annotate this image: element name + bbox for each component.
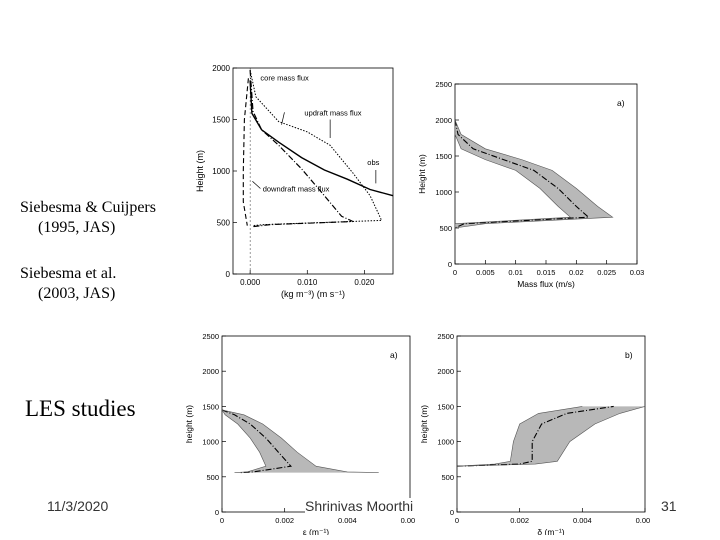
les-mass-flux-chart: 0 500 1000 1500 2000 2500 0 0.005 0.01 0.015 0.02 0… bbox=[417, 80, 645, 289]
upper-bound-line bbox=[221, 409, 379, 473]
y-tick-label: 500 bbox=[217, 219, 231, 228]
annotation-arrow bbox=[281, 112, 285, 125]
panel-label: b) bbox=[625, 350, 633, 360]
lower-bound-line bbox=[456, 406, 583, 467]
y-tick-label: 2000 bbox=[435, 116, 452, 125]
y-tick-label: 1000 bbox=[202, 438, 219, 447]
x-tick-label: 0 bbox=[453, 268, 457, 277]
y-axis-label: Height (m) bbox=[195, 150, 205, 192]
spread-band bbox=[455, 120, 613, 228]
mean-profile-line bbox=[221, 409, 292, 474]
x-tick-label: 0.010 bbox=[297, 278, 318, 287]
mass-flux-comparison-chart: 0 500 1000 1500 2000 0.000 0.010 0.020 (kg m⁻³) … bbox=[195, 64, 394, 299]
series-line-downdraft-mass-flux bbox=[242, 78, 249, 226]
x-tick-label: 0.02 bbox=[569, 268, 584, 277]
x-axis-label: (kg m⁻³) (m s⁻¹) bbox=[281, 289, 345, 299]
upper-bound-line bbox=[456, 406, 646, 467]
figure-top-left: 0 500 1000 1500 2000 0.000 0.010 0.020 (kg m⁻³) … bbox=[185, 60, 415, 315]
x-axis-label: Mass flux (m/s) bbox=[517, 279, 575, 289]
footer-author: Shrinivas Moorthi bbox=[305, 498, 414, 514]
footer-page-number: 31 bbox=[661, 498, 677, 514]
reference-siebesma-cuijpers: Siebesma & Cuijpers (1995, JAS) bbox=[20, 198, 156, 238]
y-tick-label: 1500 bbox=[212, 116, 230, 125]
y-tick-label: 1500 bbox=[435, 152, 452, 161]
annotation-arrow bbox=[252, 181, 261, 189]
y-tick-label: 1000 bbox=[435, 188, 452, 197]
series-line-updraft-mass-flux bbox=[249, 69, 383, 227]
y-tick-label: 500 bbox=[441, 473, 454, 482]
y-tick-label: 2000 bbox=[212, 64, 230, 73]
spread-band bbox=[222, 409, 379, 473]
mean-profile-line bbox=[454, 119, 590, 229]
les-studies-label: LES studies bbox=[25, 396, 136, 421]
x-tick-label: 0.020 bbox=[354, 278, 375, 287]
lower-bound-line bbox=[454, 120, 572, 228]
x-tick-label: 0.015 bbox=[537, 268, 556, 277]
y-axis-label: height (m) bbox=[184, 405, 194, 443]
les-entrainment-chart: 0 500 1000 1500 2000 2500 0 0.002 0.004 0.006 ε (m… bbox=[184, 332, 415, 535]
footer-date: 11/3/2020 bbox=[47, 498, 109, 514]
x-tick-label: 0.004 bbox=[338, 516, 357, 525]
y-tick-label: 1000 bbox=[437, 438, 454, 447]
reference-1-line-2: (1995, JAS) bbox=[38, 219, 116, 236]
figure-bottom-left: 0 500 1000 1500 2000 2500 0 0.002 0.004 0.006 ε (m… bbox=[180, 328, 415, 535]
annotation-label: core mass flux bbox=[260, 73, 309, 82]
reference-siebesma-et-al: Siebesma et al. (2003, JAS) bbox=[20, 264, 116, 304]
reference-1-line-1: Siebesma & Cuijpers bbox=[20, 199, 156, 216]
x-tick-label: 0 bbox=[220, 516, 224, 525]
y-tick-label: 0 bbox=[450, 508, 454, 517]
y-axis-label: height (m) bbox=[419, 405, 429, 443]
x-tick-label: 0.002 bbox=[510, 516, 529, 525]
y-tick-label: 2000 bbox=[202, 367, 219, 376]
annotation-label: downdraft mass flux bbox=[263, 185, 330, 194]
plot-frame bbox=[232, 67, 394, 275]
x-axis-label: δ (m⁻¹) bbox=[537, 527, 564, 535]
spread-band bbox=[457, 406, 645, 467]
upper-bound-line bbox=[454, 119, 614, 229]
x-tick-label: 0.000 bbox=[240, 278, 261, 287]
annotation-label: updraft mass flux bbox=[304, 108, 361, 117]
figure-top-right: 0 500 1000 1500 2000 2500 0 0.005 0.01 0.015 0.02 0… bbox=[415, 76, 645, 291]
x-tick-label: 0.01 bbox=[508, 268, 523, 277]
y-tick-label: 2500 bbox=[202, 332, 219, 341]
y-tick-label: 500 bbox=[206, 473, 219, 482]
lower-bound-line bbox=[221, 409, 267, 473]
y-tick-label: 500 bbox=[439, 224, 452, 233]
x-tick-label: 0.006 bbox=[401, 516, 415, 525]
x-tick-label: 0.03 bbox=[630, 268, 645, 277]
x-tick-label: 0.006 bbox=[636, 516, 650, 525]
y-tick-label: 2500 bbox=[437, 332, 454, 341]
x-tick-label: 0.004 bbox=[573, 516, 592, 525]
annotation-label: obs bbox=[367, 158, 379, 167]
les-detrainment-chart: 0 500 1000 1500 2000 2500 0 0.002 0.004 0.006 δ (m… bbox=[419, 332, 650, 535]
panel-label: a) bbox=[617, 98, 625, 108]
reference-2-line-1: Siebesma et al. bbox=[20, 265, 117, 282]
y-tick-label: 2000 bbox=[437, 367, 454, 376]
y-tick-label: 0 bbox=[226, 270, 231, 279]
y-tick-label: 1000 bbox=[212, 167, 230, 176]
y-tick-label: 0 bbox=[448, 260, 452, 269]
x-axis-label: ε (m⁻¹) bbox=[303, 527, 329, 535]
y-axis-label: Height (m) bbox=[417, 154, 427, 194]
y-tick-label: 1500 bbox=[437, 402, 454, 411]
x-tick-label: 0.002 bbox=[275, 516, 294, 525]
y-tick-label: 0 bbox=[215, 508, 219, 517]
reference-2-line-2: (2003, JAS) bbox=[38, 285, 116, 302]
x-tick-label: 0.005 bbox=[476, 268, 495, 277]
figure-bottom-right: 0 500 1000 1500 2000 2500 0 0.002 0.004 0.006 δ (m… bbox=[415, 328, 650, 535]
x-tick-label: 0.025 bbox=[597, 268, 616, 277]
x-tick-label: 0 bbox=[455, 516, 459, 525]
series-line-obs bbox=[249, 80, 394, 197]
y-tick-label: 1500 bbox=[202, 402, 219, 411]
panel-label: a) bbox=[390, 350, 398, 360]
y-tick-label: 2500 bbox=[435, 80, 452, 89]
